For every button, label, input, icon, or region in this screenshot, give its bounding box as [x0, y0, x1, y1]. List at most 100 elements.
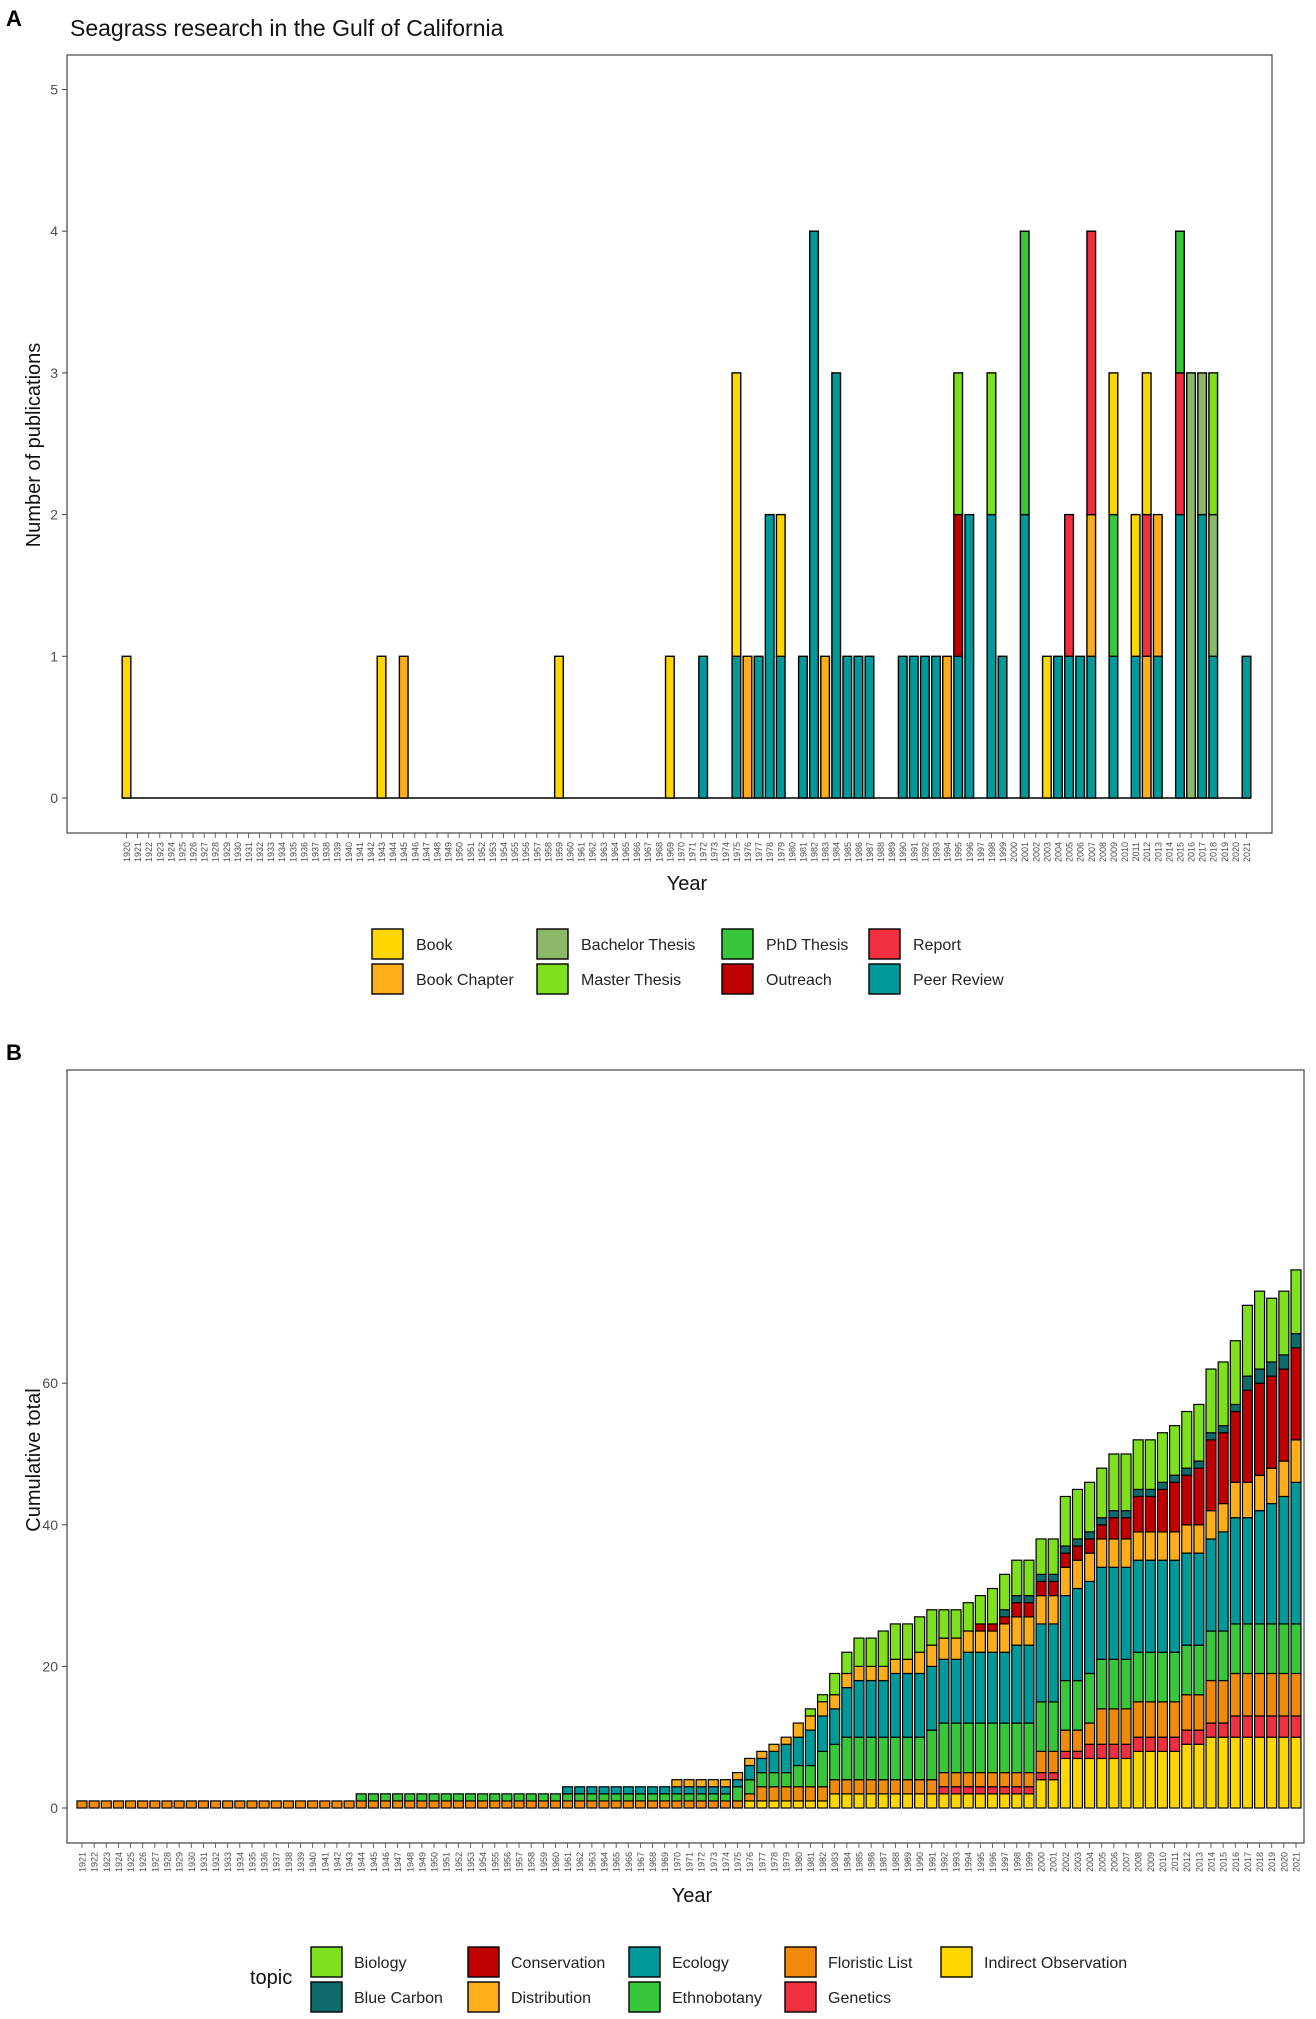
chart-b-bar-1944-floristic-list — [355, 1800, 367, 1809]
chart-a-x-tick-label: 1934 — [277, 842, 287, 862]
chart-b-bar-2015-indirect-observation — [1217, 1736, 1229, 1809]
chart-b-bar-2010-biology — [1156, 1432, 1169, 1483]
chart-b-x-tick-label: 1968 — [648, 1852, 658, 1872]
chart-a-bar-1986-peer-review — [853, 655, 864, 799]
chart-a-x-tick-label: 1955 — [510, 842, 520, 862]
chart-b-bar-2007-conservation — [1120, 1517, 1132, 1540]
chart-a-x-tick-label: 1925 — [177, 842, 187, 862]
chart-b-bar-2014-ethnobotany — [1205, 1630, 1217, 1682]
chart-b-bar-2020-indirect-observation — [1278, 1736, 1290, 1809]
chart-b-x-tick-label: 1962 — [575, 1852, 585, 1872]
chart-b-bar-1990-distribution — [914, 1651, 926, 1675]
chart-b-x-tick-label: 1948 — [405, 1852, 415, 1872]
chart-a-bar-2009-peer-review — [1108, 655, 1119, 799]
chart-b-bar-2016-indirect-observation — [1229, 1736, 1241, 1809]
chart-a-bar-1996-peer-review — [964, 513, 975, 799]
chart-b-bar-2000-blue-carbon — [1035, 1573, 1047, 1583]
chart-b-x-tick-label: 1959 — [539, 1852, 549, 1872]
chart-b-bar-1983-floristic-list — [829, 1779, 841, 1795]
chart-b-x-tick-label: 1947 — [393, 1852, 403, 1872]
chart-b-bar-2004-conservation — [1084, 1538, 1096, 1554]
chart-b-bar-2020-ecology — [1278, 1495, 1290, 1625]
chart-b-bar-1961-ethnobotany — [562, 1793, 574, 1802]
chart-b-bar-2011-ethnobotany — [1169, 1651, 1181, 1703]
chart-a-bar-1972-peer-review — [698, 655, 709, 799]
chart-a-x-tick-label: 2006 — [1076, 842, 1086, 862]
chart-b-bar-1995-biology — [974, 1594, 986, 1625]
chart-b-bar-2009-blue-carbon — [1144, 1488, 1156, 1498]
chart-b-bar-2011-distribution — [1169, 1531, 1181, 1561]
chart-a-bar-1984-peer-review — [831, 372, 842, 799]
chart-a-x-tick-label: 1941 — [355, 842, 365, 862]
chart-b-bar-1968-ecology — [647, 1786, 659, 1795]
chart-a-x-tick-label: 1924 — [166, 842, 176, 862]
chart-b-bar-1939-floristic-list — [294, 1800, 307, 1809]
chart-a-bar-2005-report — [1064, 513, 1075, 657]
chart-a-x-tick-label: 1997 — [976, 842, 986, 862]
chart-b-bar-2006-ecology — [1108, 1566, 1120, 1660]
chart-b-bar-1943-floristic-list — [343, 1800, 355, 1809]
chart-b-x-tick-label: 1984 — [842, 1852, 852, 1872]
chart-b-bar-2012-ethnobotany — [1181, 1644, 1193, 1696]
chart-b-bar-2007-blue-carbon — [1120, 1510, 1132, 1519]
chart-a-x-tick-label: 1956 — [521, 842, 531, 862]
chart-b-bar-1937-floristic-list — [270, 1800, 282, 1809]
chart-b-legend-label-biology: Biology — [354, 1955, 406, 1972]
chart-b-bar-1988-indirect-observation — [889, 1793, 901, 1809]
chart-b-bar-2003-genetics — [1071, 1750, 1084, 1760]
chart-a-bar-2009-book — [1108, 372, 1119, 516]
chart-b-bar-1973-ethnobotany — [707, 1793, 719, 1802]
chart-b-bar-2001-genetics — [1047, 1771, 1059, 1781]
chart-b-legend-swatch-indirect-observation — [940, 1946, 973, 1978]
chart-b-bar-2021-floristic-list — [1290, 1672, 1302, 1717]
chart-b-bar-1998-distribution — [1011, 1616, 1023, 1646]
chart-a-bar-1985-peer-review — [842, 655, 853, 799]
chart-b-bar-1950-floristic-list — [428, 1800, 440, 1809]
chart-b-bar-1986-biology — [865, 1637, 877, 1667]
chart-b-bar-2008-distribution — [1132, 1531, 1144, 1561]
chart-b-bar-2017-ethnobotany — [1241, 1623, 1254, 1675]
chart-a-x-tick-label: 1936 — [299, 842, 309, 862]
chart-b-legend-swatch-biology — [310, 1946, 343, 1978]
chart-b-bar-2015-genetics — [1217, 1722, 1229, 1738]
chart-b-x-tick-label: 2019 — [1267, 1852, 1277, 1872]
chart-a-x-tick-label: 1969 — [665, 842, 675, 862]
chart-b-bar-2021-distribution — [1290, 1439, 1302, 1483]
chart-b-x-tick-label: 1925 — [126, 1852, 136, 1872]
chart-b-bar-1988-ecology — [889, 1672, 901, 1738]
chart-b-x-tick-label: 1981 — [806, 1852, 816, 1872]
chart-a-x-tick-label: 1987 — [865, 842, 875, 862]
chart-b-bar-2016-ethnobotany — [1229, 1623, 1241, 1675]
chart-a-x-tick-label: 2010 — [1120, 842, 1130, 862]
chart-b-bar-2017-conservation — [1241, 1389, 1254, 1483]
chart-b-bar-2018-floristic-list — [1254, 1672, 1266, 1717]
chart-b-bar-2019-ethnobotany — [1266, 1623, 1278, 1675]
chart-a-x-tick-label: 1964 — [610, 842, 620, 862]
chart-b-bar-1986-ethnobotany — [865, 1736, 877, 1781]
chart-b-bar-1991-indirect-observation — [926, 1793, 938, 1809]
chart-a-bar-2006-peer-review — [1075, 655, 1086, 799]
chart-b-legend-title: topic — [250, 1967, 292, 1989]
chart-b-x-tick-label: 1928 — [162, 1852, 172, 1872]
chart-b-bar-2006-genetics — [1108, 1743, 1120, 1760]
chart-b-bar-1988-distribution — [889, 1658, 901, 1675]
chart-b-x-tick-label: 1985 — [854, 1852, 864, 1872]
chart-a-y-label: Number of publications — [23, 343, 45, 548]
chart-a-legend: Book Book Chapter Bachelor Thesis Master Th… — [371, 928, 1004, 995]
chart-a-x-tick-label: 1943 — [377, 842, 387, 862]
chart-b-legend-swatch-ethnobotany — [628, 1981, 661, 2013]
chart-b-bar-1921-floristic-list — [76, 1800, 88, 1809]
chart-a-bar-2018-master-thesis — [1208, 372, 1219, 516]
chart-b-x-tick-label: 1983 — [830, 1852, 840, 1872]
chart-b-bar-2014-floristic-list — [1205, 1679, 1217, 1724]
chart-a-x-tick-label: 2000 — [1009, 842, 1019, 862]
chart-a-legend-swatch-bachelor-thesis — [536, 928, 569, 960]
chart-a-bar-2003-book — [1041, 655, 1052, 799]
chart-b-x-tick-label: 2005 — [1097, 1852, 1107, 1872]
chart-b-bar-2016-distribution — [1229, 1481, 1241, 1519]
chart-b-bar-1965-ecology — [610, 1786, 622, 1795]
chart-b-bar-2005-genetics — [1096, 1743, 1108, 1760]
chart-a-x-tick-label: 1945 — [399, 842, 409, 862]
chart-a-x-tick-label: 2008 — [1098, 842, 1108, 862]
